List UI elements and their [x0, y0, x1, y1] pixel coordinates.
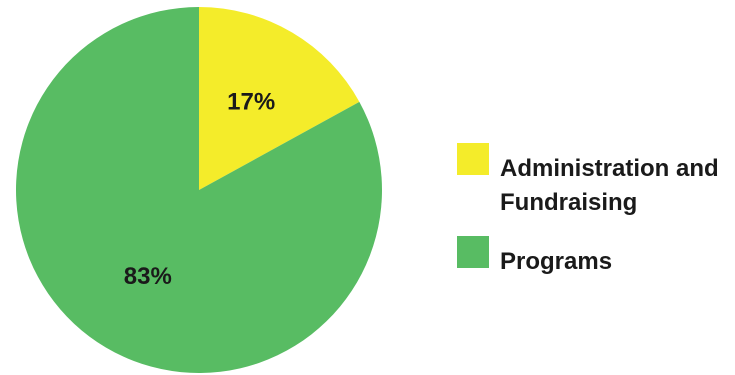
pie-slice-administration-and-fundraising	[199, 7, 360, 190]
legend-swatch-administration-and-fundraising	[457, 143, 489, 175]
chart-legend: Administration and Fundraising Programs	[457, 142, 732, 294]
legend-item-administration-and-fundraising: Administration and Fundraising	[457, 142, 732, 220]
pie-slices	[15, 7, 382, 373]
legend-label-administration-and-fundraising: Administration and Fundraising	[500, 155, 719, 216]
slice-label-programs: 83%	[124, 263, 172, 290]
legend-swatch-programs	[457, 236, 489, 268]
legend-item-programs: Programs	[457, 235, 732, 279]
pie-slice-labels: 17% 83%	[124, 88, 275, 290]
legend-label-programs: Programs	[500, 248, 613, 275]
pie-slice-programs	[15, 7, 382, 373]
slice-label-administration-and-fundraising: 17%	[227, 88, 275, 115]
